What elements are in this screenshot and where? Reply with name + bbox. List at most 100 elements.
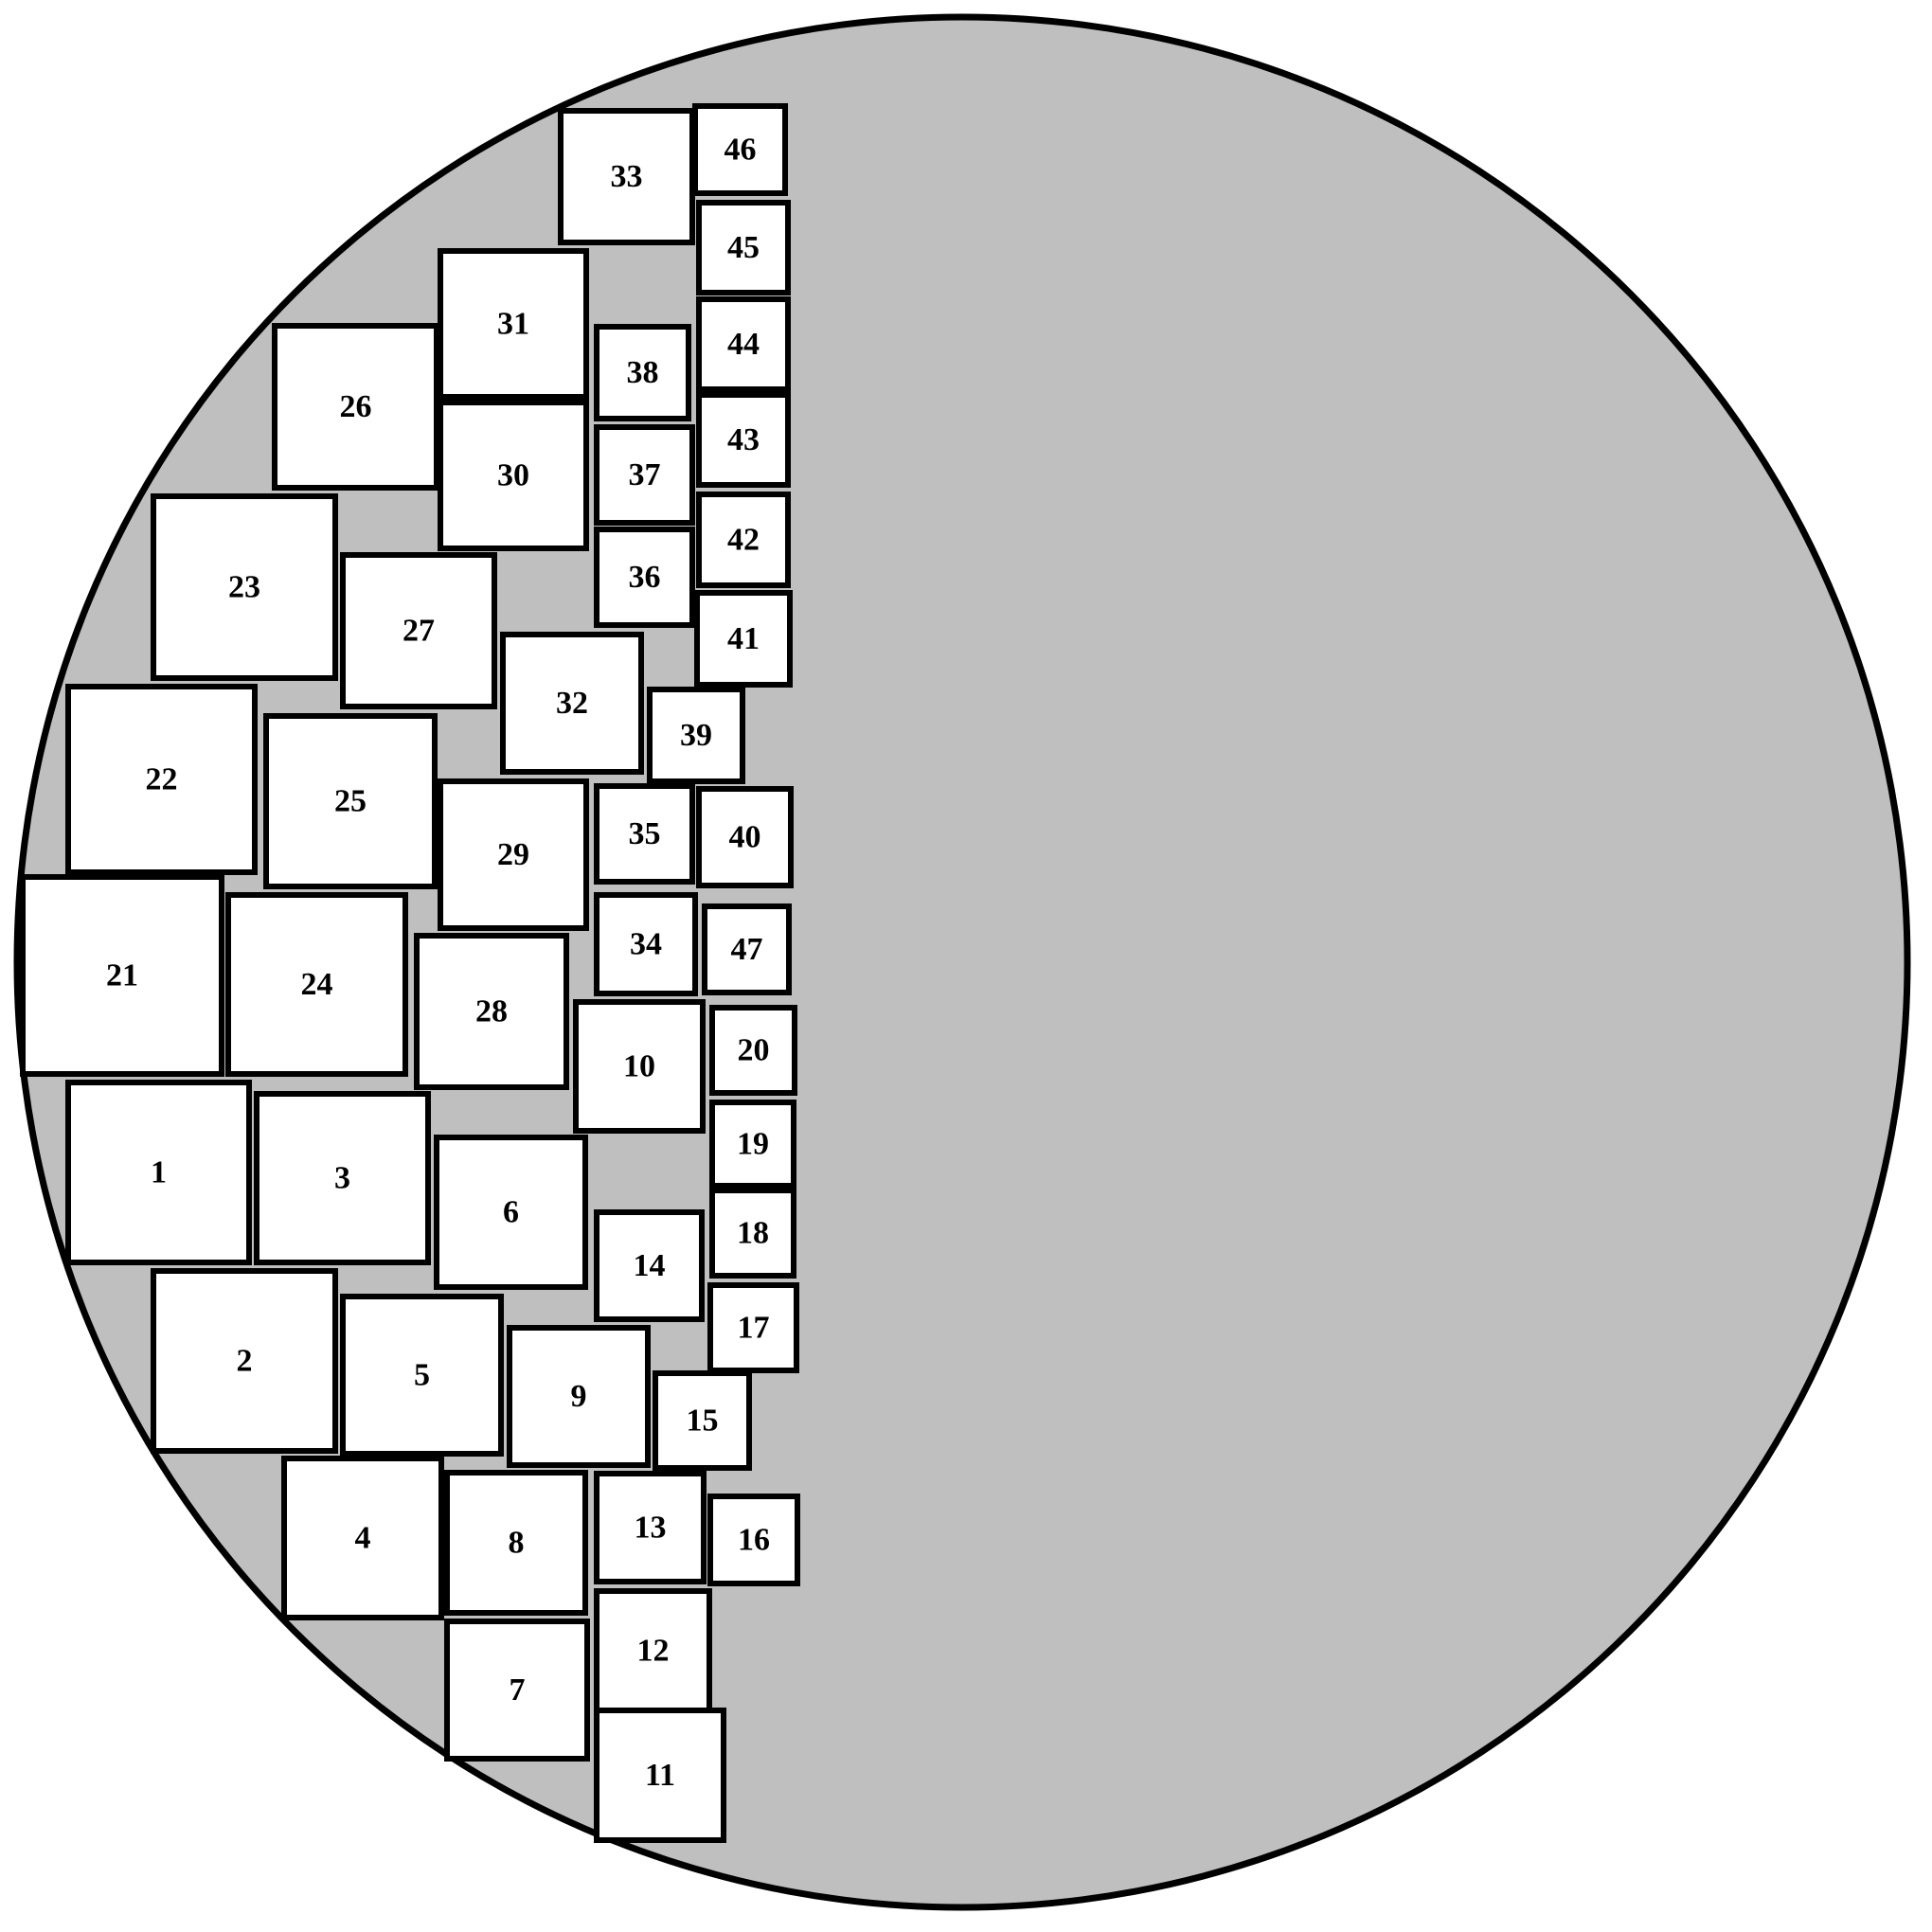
die-label: 26: [340, 389, 372, 424]
die-box-42: 42: [696, 492, 791, 588]
die-label: 21: [106, 958, 138, 993]
die-label: 42: [727, 523, 760, 558]
die-label: 12: [637, 1634, 670, 1669]
die-rect: [438, 400, 589, 551]
die-rect: [647, 687, 745, 784]
die-label: 29: [497, 837, 529, 872]
die-box-14: 14: [594, 1209, 705, 1322]
die-rect: [692, 103, 788, 196]
die-box-25: 25: [263, 713, 438, 889]
die-rect: [653, 1370, 752, 1471]
die-label: 11: [645, 1758, 675, 1793]
die-rect: [272, 323, 439, 491]
die-rect: [707, 1282, 799, 1373]
die-box-41: 41: [694, 590, 793, 688]
die-box-5: 5: [340, 1294, 504, 1457]
die-box-3: 3: [254, 1091, 431, 1265]
die-label: 25: [334, 784, 367, 819]
die-rect: [702, 903, 792, 995]
die-label: 43: [727, 422, 760, 457]
die-label: 19: [737, 1127, 769, 1162]
die-box-7: 7: [444, 1619, 590, 1762]
die-rect: [573, 999, 706, 1134]
die-rect: [709, 1005, 797, 1096]
die-rect: [225, 892, 408, 1077]
die-rect: [594, 424, 695, 526]
die-label: 30: [497, 458, 529, 493]
die-box-1: 1: [65, 1080, 252, 1265]
die-box-44: 44: [696, 296, 791, 392]
die-rect: [151, 493, 338, 681]
die-label: 18: [737, 1216, 769, 1251]
die-box-40: 40: [696, 786, 794, 888]
die-rect: [694, 590, 793, 688]
die-boxes: 1234567891011121314151617181920212223242…: [20, 103, 800, 1843]
die-box-43: 43: [696, 392, 791, 488]
die-rect: [594, 324, 691, 421]
die-rect: [709, 1100, 796, 1189]
die-rect: [594, 1588, 712, 1713]
die-label: 36: [629, 560, 661, 595]
die-box-6: 6: [434, 1135, 588, 1290]
die-label: 1: [151, 1155, 167, 1190]
die-rect: [709, 1188, 796, 1279]
die-box-20: 20: [709, 1005, 797, 1096]
die-box-29: 29: [438, 778, 589, 931]
die-label: 47: [731, 932, 763, 967]
die-rect: [438, 248, 589, 400]
die-label: 14: [634, 1248, 666, 1283]
die-box-27: 27: [340, 552, 497, 709]
die-rect: [594, 892, 698, 996]
die-box-4: 4: [281, 1456, 444, 1620]
die-label: 13: [635, 1511, 667, 1546]
die-label: 20: [738, 1033, 770, 1068]
die-box-36: 36: [594, 527, 695, 628]
die-rect: [340, 1294, 504, 1457]
die-label: 37: [629, 457, 661, 492]
die-label: 40: [729, 820, 761, 855]
die-label: 34: [630, 927, 662, 962]
die-label: 28: [475, 994, 508, 1029]
die-rect: [558, 108, 695, 245]
die-box-15: 15: [653, 1370, 752, 1471]
die-box-31: 31: [438, 248, 589, 400]
die-label: 7: [510, 1673, 526, 1708]
die-label: 15: [687, 1404, 719, 1439]
die-label: 22: [146, 762, 178, 797]
die-label: 46: [724, 133, 757, 168]
die-label: 3: [334, 1161, 350, 1196]
die-rect: [20, 874, 224, 1077]
die-label: 6: [503, 1195, 519, 1230]
die-box-33: 33: [558, 108, 695, 245]
die-label: 16: [738, 1523, 770, 1558]
die-rect: [594, 527, 695, 628]
die-box-19: 19: [709, 1100, 796, 1189]
die-label: 39: [680, 718, 712, 753]
die-box-24: 24: [225, 892, 408, 1077]
die-rect: [281, 1456, 444, 1620]
die-box-45: 45: [696, 200, 791, 295]
die-label: 35: [629, 816, 661, 851]
die-box-47: 47: [702, 903, 792, 995]
die-box-2: 2: [151, 1268, 338, 1454]
die-label: 8: [509, 1526, 525, 1561]
die-rect: [434, 1135, 588, 1290]
die-box-37: 37: [594, 424, 695, 526]
die-label: 23: [228, 570, 260, 605]
die-rect: [414, 933, 569, 1090]
die-box-28: 28: [414, 933, 569, 1090]
die-rect: [696, 392, 791, 488]
die-box-18: 18: [709, 1188, 796, 1279]
die-rect: [594, 1471, 707, 1584]
die-label: 4: [355, 1521, 371, 1556]
die-box-22: 22: [65, 684, 258, 875]
die-box-8: 8: [444, 1470, 588, 1616]
die-rect: [151, 1268, 338, 1454]
die-rect: [707, 1494, 800, 1586]
die-rect: [444, 1470, 588, 1616]
die-rect: [696, 200, 791, 295]
die-label: 31: [497, 307, 529, 342]
die-box-23: 23: [151, 493, 338, 681]
